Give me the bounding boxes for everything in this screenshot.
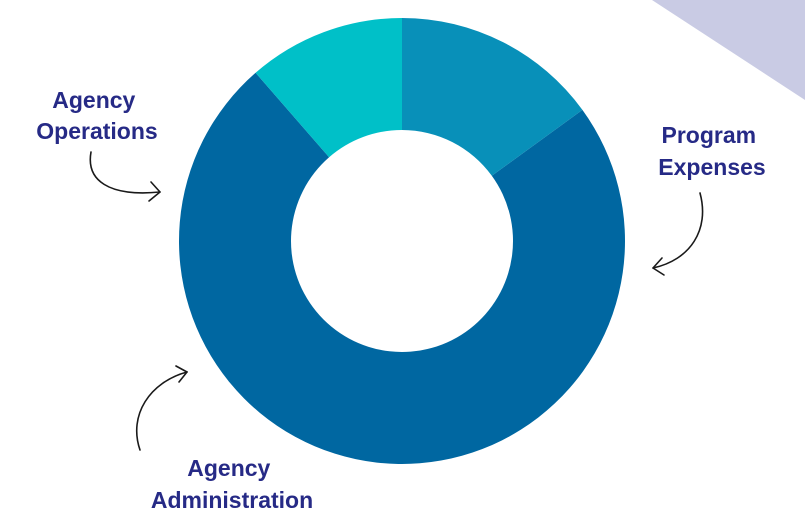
corner-decoration [652,0,805,100]
label-agency-operations: Agency Operations [36,87,157,144]
label-agency-operations-line1: Agency [52,87,135,113]
label-agency-administration-line1: Agency [187,455,270,481]
label-agency-operations-line2: Operations [36,118,157,144]
label-agency-administration-line2: Administration [151,487,313,513]
donut-slices [179,17,625,464]
slice-agency-operations [402,18,583,176]
arrow-agency-operations [89,151,161,202]
label-program-expenses-line1: Program [662,122,757,148]
slice-agency-administration [255,17,402,158]
arrow-program-expenses [652,192,704,276]
slice-program-expenses [179,72,625,464]
label-program-expenses-line2: Expenses [658,154,765,180]
arrow-agency-administration [135,365,188,451]
label-agency-administration: Agency Administration [151,455,313,513]
label-program-expenses: Program Expenses [658,122,765,180]
